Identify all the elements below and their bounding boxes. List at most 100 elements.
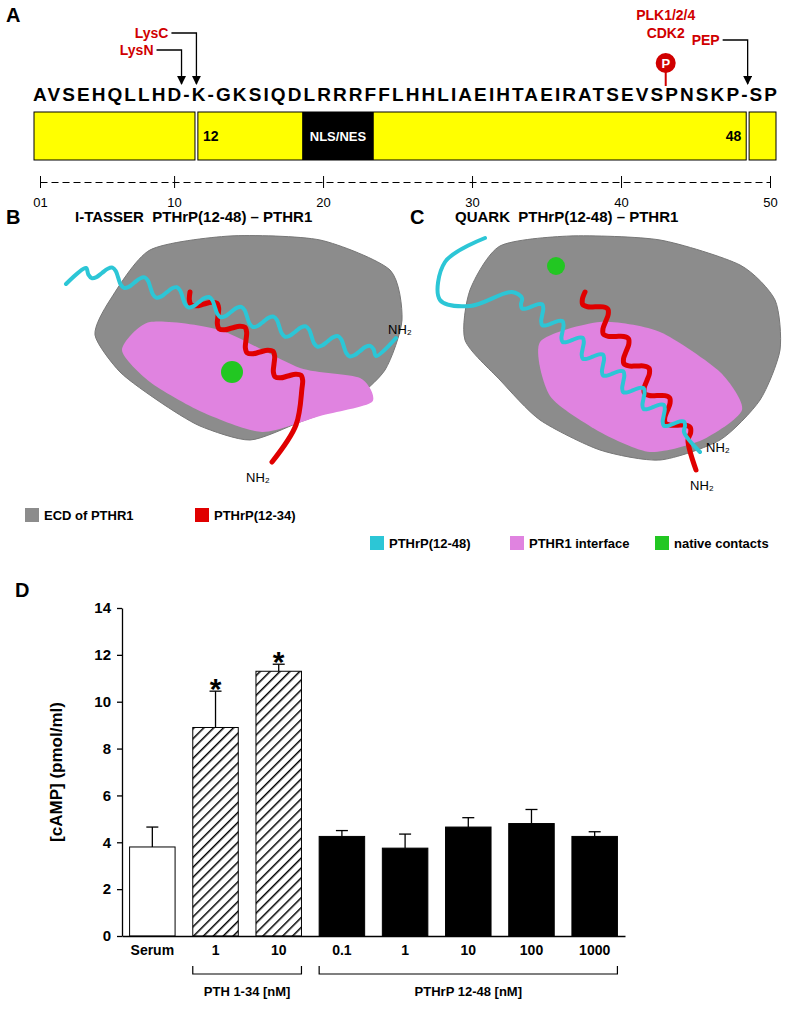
axis-line bbox=[41, 182, 771, 183]
tick-label: 20 bbox=[316, 195, 330, 210]
peptide-12-48 bbox=[438, 238, 700, 452]
receptor-surface bbox=[464, 236, 781, 460]
tick-label: 12 bbox=[94, 646, 111, 663]
group-bracket bbox=[193, 966, 302, 974]
group-label: PTHrP 12-48 [nM] bbox=[415, 984, 522, 999]
cleavage-label: LysC bbox=[135, 25, 169, 41]
legend-swatch bbox=[195, 508, 209, 522]
tick: 20 bbox=[316, 176, 330, 210]
error-bar-cap bbox=[462, 817, 474, 818]
cleavage-arrow bbox=[723, 40, 748, 84]
tick: 14 bbox=[94, 599, 122, 616]
panel-label: B bbox=[6, 206, 20, 228]
bar bbox=[446, 827, 491, 936]
panel-title: QUARK PTHrP(12-48) – PTHR1 bbox=[455, 208, 678, 225]
legend: ECD of PTHR1PTHrP(12-34)PTHrP(12-48)PTHR… bbox=[25, 508, 769, 551]
error-bar-stem bbox=[531, 809, 532, 823]
cleavage-arrow bbox=[171, 33, 196, 84]
segment-box bbox=[34, 112, 195, 160]
error-bar-stem bbox=[341, 831, 342, 837]
tick: 12 bbox=[94, 646, 122, 663]
tick-label: 10 bbox=[460, 942, 476, 958]
chart-d: 02468101214Serum1100.11101001000[cAMP] (… bbox=[47, 599, 626, 999]
segment-start-label: 12 bbox=[203, 128, 219, 144]
motif-box bbox=[302, 112, 374, 160]
phospho-symbol: P bbox=[661, 56, 670, 71]
group-label: PTH 1-34 [nM] bbox=[204, 984, 291, 999]
bar bbox=[256, 671, 301, 936]
motif-label: NLS/NES bbox=[310, 129, 367, 144]
tick: 6 bbox=[103, 787, 122, 804]
tick-mark bbox=[323, 176, 324, 188]
bar bbox=[572, 836, 617, 936]
kinase-label: PLK1/2/4 bbox=[636, 7, 695, 23]
error-bar-stem bbox=[404, 834, 405, 848]
tick: 0.1 bbox=[332, 936, 352, 958]
error-bar-stem bbox=[468, 818, 469, 827]
tick: 10 bbox=[94, 693, 122, 710]
segment-box bbox=[749, 112, 776, 160]
tick: 01 bbox=[33, 176, 47, 210]
segment-box bbox=[198, 112, 746, 160]
group-bracket bbox=[319, 966, 617, 974]
tick-mark bbox=[174, 176, 175, 188]
tick: 40 bbox=[614, 176, 628, 210]
bar bbox=[319, 836, 364, 936]
error-bar-stem bbox=[594, 832, 595, 837]
tick-mark bbox=[117, 748, 122, 749]
tick-label: 4 bbox=[103, 834, 112, 851]
panel-c: QUARK PTHrP(12-48) – PTHR1NH₂NH₂ bbox=[438, 208, 781, 493]
tick-label: 0.1 bbox=[332, 942, 352, 958]
peptide-12-48 bbox=[66, 268, 396, 357]
cleavage-label: LysN bbox=[120, 42, 154, 58]
tick-label: 50 bbox=[763, 195, 777, 210]
significance-marker: * bbox=[273, 645, 285, 678]
error-bar bbox=[589, 832, 601, 837]
tick-label: 10 bbox=[271, 942, 287, 958]
tick: 50 bbox=[763, 176, 777, 210]
tick-mark bbox=[621, 176, 622, 188]
tick: 1 bbox=[212, 936, 220, 958]
tick-label: 14 bbox=[94, 599, 111, 616]
tick-mark bbox=[117, 702, 122, 703]
tick-label: 1 bbox=[401, 942, 409, 958]
terminus-label: NH₂ bbox=[246, 470, 270, 485]
tick-label: 6 bbox=[103, 787, 111, 804]
cleavage-arrow bbox=[157, 50, 182, 84]
tick: 100 bbox=[520, 936, 544, 958]
y-axis-title: [cAMP] (pmol/ml) bbox=[47, 702, 66, 842]
tick: 0 bbox=[103, 927, 122, 944]
error-bar-cap bbox=[589, 831, 601, 832]
panel-label: C bbox=[410, 206, 424, 228]
legend-swatch bbox=[370, 536, 384, 550]
legend-label: native contacts bbox=[674, 536, 769, 551]
panel-label: A bbox=[6, 4, 20, 26]
figure: A AVSEHQLLHD-K-GKSIQDLRRRFFLHHLIAEIHTAEIR… bbox=[0, 0, 800, 1028]
residue-axis: 011020304050 bbox=[33, 176, 777, 210]
panel-b: I-TASSER PTHrP(12-48) – PTHR1NH₂NH₂ bbox=[66, 208, 412, 485]
error-bar bbox=[336, 831, 348, 837]
bar bbox=[509, 824, 554, 936]
legend-label: PTHR1 interface bbox=[529, 536, 629, 551]
segment-end-label: 48 bbox=[726, 128, 742, 144]
tick-mark bbox=[117, 842, 122, 843]
significance-marker: * bbox=[210, 672, 222, 705]
tick-label: 0 bbox=[103, 927, 111, 944]
error-bar-cap bbox=[525, 809, 537, 810]
kinase-label: CDK2 bbox=[647, 25, 685, 41]
tick-mark bbox=[117, 936, 122, 937]
tick: 10 bbox=[271, 936, 287, 958]
tick-mark bbox=[472, 176, 473, 188]
panel-title: I-TASSER PTHrP(12-48) – PTHR1 bbox=[75, 208, 312, 225]
tick-mark bbox=[40, 176, 41, 188]
tick-label: 2 bbox=[103, 880, 111, 897]
tick-label: 1 bbox=[212, 942, 220, 958]
tick: 30 bbox=[465, 176, 479, 210]
error-bar bbox=[462, 818, 474, 827]
error-bar-cap bbox=[399, 833, 411, 834]
tick-mark bbox=[117, 795, 122, 796]
tick: 1000 bbox=[579, 936, 610, 958]
legend-label: PTHrP(12-34) bbox=[214, 508, 296, 523]
plot-area bbox=[130, 664, 618, 936]
sequence: AVSEHQLLHD-K-GKSIQDLRRRFFLHHLIAEIHTAEIRA… bbox=[33, 84, 777, 105]
